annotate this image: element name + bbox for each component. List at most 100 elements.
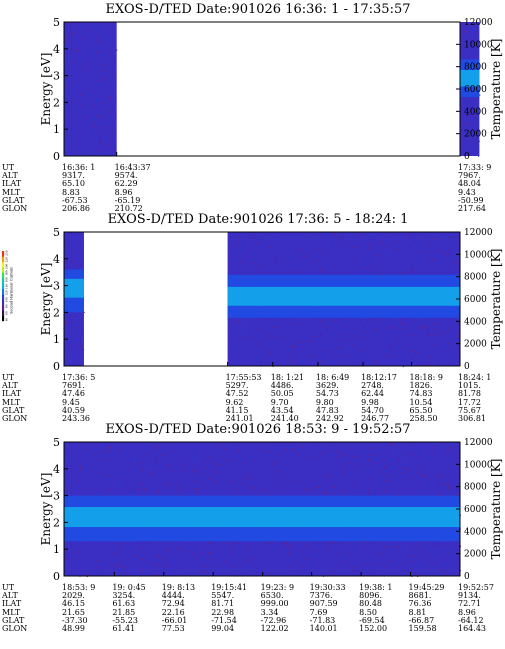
- noise-dot: [379, 262, 381, 264]
- noise-dot: [423, 255, 425, 257]
- ephemeris-value: 21.85: [112, 607, 136, 617]
- noise-dot: [364, 326, 366, 328]
- noise-dot: [111, 37, 113, 40]
- noise-dot: [92, 126, 94, 128]
- noise-dot: [410, 549, 412, 551]
- noise-dot: [109, 447, 111, 449]
- noise-dot: [240, 444, 242, 446]
- noise-dot: [213, 482, 215, 484]
- noise-dot: [351, 258, 353, 260]
- noise-dot: [382, 479, 384, 481]
- noise-dot: [239, 262, 241, 264]
- noise-dot: [96, 114, 98, 116]
- noise-dot: [117, 468, 119, 470]
- ephemeris-value: 18:24: 1: [458, 373, 492, 382]
- ephemeris-label: GLON: [2, 204, 28, 213]
- noise-dot: [106, 444, 108, 446]
- noise-dot: [287, 356, 289, 358]
- noise-dot: [376, 567, 378, 569]
- noise-dot: [446, 452, 448, 455]
- noise-dot: [75, 459, 77, 461]
- noise-dot: [398, 460, 400, 462]
- noise-dot: [244, 550, 246, 552]
- noise-dot: [254, 487, 256, 489]
- noise-dot: [370, 477, 372, 479]
- noise-dot: [163, 492, 165, 494]
- noise-dot: [383, 354, 385, 356]
- noise-dot: [430, 464, 432, 466]
- y2-tick-label: 2000: [464, 340, 487, 350]
- noise-dot: [384, 467, 386, 469]
- noise-dot: [364, 552, 366, 554]
- ephemeris-value: 246.77: [361, 414, 390, 423]
- noise-dot: [238, 237, 240, 239]
- noise-dot: [392, 460, 394, 462]
- noise-dot: [438, 323, 440, 325]
- noise-dot: [72, 338, 74, 340]
- noise-dot: [298, 444, 300, 446]
- noise-dot: [356, 493, 358, 495]
- noise-dot: [139, 469, 141, 471]
- noise-dot: [247, 574, 249, 576]
- noise-dot: [413, 334, 415, 336]
- noise-dot: [105, 133, 107, 135]
- noise-dot: [300, 470, 302, 472]
- noise-dot: [378, 320, 380, 322]
- ephemeris-value: -71.83: [309, 615, 336, 625]
- noise-dot: [371, 331, 373, 333]
- noise-dot: [329, 446, 331, 448]
- noise-dot: [430, 562, 432, 564]
- noise-dot: [302, 341, 304, 343]
- noise-dot: [175, 548, 177, 550]
- noise-dot: [120, 543, 122, 545]
- noise-dot: [324, 233, 326, 236]
- ephemeris-value: 18:53: 9: [62, 583, 96, 592]
- noise-dot: [245, 561, 247, 563]
- noise-dot: [233, 255, 235, 258]
- noise-dot: [191, 487, 193, 489]
- noise-dot: [111, 452, 113, 455]
- noise-dot: [414, 325, 416, 327]
- noise-dot: [320, 269, 322, 271]
- noise-dot: [369, 447, 371, 449]
- noise-dot: [275, 457, 277, 459]
- noise-dot: [234, 458, 236, 461]
- noise-dot: [326, 345, 328, 347]
- colorbar-scale: [2, 251, 5, 322]
- ephemeris-value: 17.72: [458, 397, 481, 407]
- colorbar-tick-label: 180: [5, 270, 9, 276]
- noise-dot: [348, 332, 350, 335]
- noise-dot: [158, 447, 160, 449]
- y2-axis-label: Temperature [K]: [489, 249, 503, 350]
- noise-dot: [97, 91, 99, 93]
- noise-dot: [78, 558, 80, 560]
- noise-dot: [362, 563, 364, 565]
- noise-dot: [264, 339, 266, 342]
- ephemeris-value: 76.36: [408, 599, 432, 609]
- ephemeris-value: 18:12:17: [361, 373, 397, 382]
- noise-dot: [109, 97, 111, 99]
- ephemeris-value: 7376.: [309, 591, 333, 601]
- noise-dot: [369, 269, 371, 271]
- spectrogram-segment: [64, 22, 117, 156]
- noise-dot: [258, 472, 260, 475]
- noise-dot: [379, 564, 381, 566]
- noise-dot: [75, 105, 77, 107]
- noise-dot: [339, 546, 341, 548]
- noise-dot: [74, 143, 76, 146]
- noise-dot: [231, 249, 233, 251]
- y2-tick-label: 12000: [464, 228, 493, 238]
- noise-dot: [93, 90, 95, 92]
- noise-dot: [436, 480, 438, 482]
- noise-dot: [110, 137, 112, 139]
- ephemeris-value: 9.43: [458, 187, 476, 197]
- noise-dot: [218, 562, 220, 564]
- noise-dot: [287, 566, 289, 568]
- ephemeris-value: 75.67: [458, 405, 481, 415]
- panel-3-plot: 0 1 2 3 4 5 Energy [eV] 0 2000 4000 6000 8000 10000 1…: [39, 436, 503, 583]
- noise-dot: [324, 551, 326, 553]
- ephemeris-value: 99.04: [211, 624, 235, 633]
- noise-dot: [385, 474, 387, 476]
- noise-dot: [304, 560, 306, 562]
- noise-dot: [332, 490, 334, 492]
